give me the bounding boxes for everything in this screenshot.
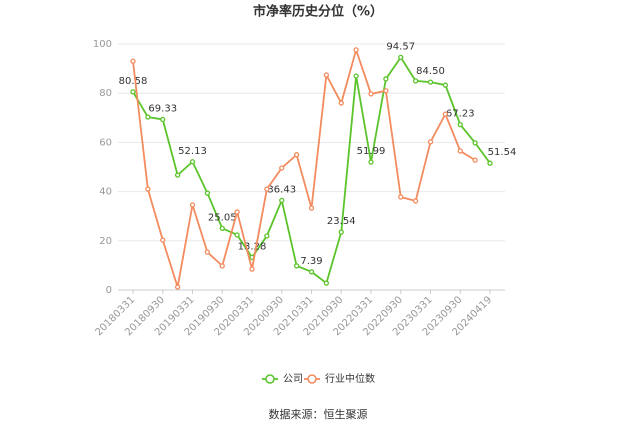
- data-label: 25.05: [208, 212, 237, 223]
- chart-title: 市净率历史分位（%）: [253, 4, 383, 20]
- point: [204, 190, 211, 196]
- legend-label: 行业中位数: [325, 372, 375, 385]
- point: [204, 249, 211, 255]
- point: [130, 89, 136, 95]
- point: [189, 202, 196, 208]
- series-line: [132, 46, 476, 288]
- point: [279, 197, 285, 204]
- data-label: 67.23: [446, 109, 475, 120]
- point: [189, 159, 196, 165]
- point: [442, 82, 449, 88]
- data-label: 94.57: [386, 41, 415, 52]
- point: [160, 116, 166, 123]
- data-label: 36.43: [267, 184, 296, 195]
- point: [293, 263, 300, 269]
- point: [427, 139, 434, 145]
- point: [353, 47, 359, 53]
- point: [249, 266, 255, 272]
- point: [442, 111, 449, 117]
- data-label: 13.28: [238, 241, 267, 252]
- point: [368, 159, 374, 165]
- point: [293, 152, 300, 158]
- point: [457, 148, 463, 154]
- data-label: 84.50: [416, 66, 445, 77]
- legend-marker: [307, 374, 317, 384]
- point: [219, 225, 225, 232]
- point: [234, 209, 240, 215]
- point: [338, 229, 344, 235]
- point: [323, 72, 330, 78]
- data-label: 23.54: [327, 216, 356, 227]
- point: [160, 237, 166, 243]
- source: 数据来源：恒生聚源: [269, 407, 368, 421]
- y-tick-label: 80: [99, 88, 112, 99]
- data-label: 51.54: [488, 147, 517, 158]
- y-tick-label: 100: [93, 39, 112, 50]
- y-tick-label: 60: [99, 137, 112, 148]
- point: [130, 58, 136, 64]
- point: [472, 140, 478, 146]
- point: [308, 269, 315, 275]
- point: [398, 194, 404, 200]
- point: [353, 73, 359, 79]
- point: [279, 165, 285, 171]
- point: [383, 76, 389, 82]
- point: [145, 186, 151, 192]
- point: [412, 78, 419, 84]
- point: [234, 232, 240, 238]
- point: [487, 160, 493, 166]
- legend-marker: [265, 374, 275, 384]
- point: [338, 100, 344, 106]
- y-tick-label: 20: [99, 236, 112, 247]
- series-line: [132, 55, 491, 285]
- point: [368, 91, 374, 97]
- point: [398, 54, 404, 61]
- point: [412, 198, 419, 204]
- point: [427, 79, 434, 85]
- point: [308, 205, 315, 211]
- point: [323, 280, 330, 286]
- data-label: 80.58: [119, 76, 148, 87]
- legend-label: 公司: [283, 374, 303, 385]
- point: [174, 172, 181, 178]
- data-label: 52.13: [178, 146, 207, 157]
- data-label: 51.99: [357, 146, 386, 157]
- point: [219, 263, 225, 269]
- point: [472, 157, 478, 163]
- y-tick-label: 0: [106, 285, 112, 296]
- point: [383, 88, 389, 94]
- y-tick-label: 40: [99, 187, 112, 198]
- data-label: 7.39: [300, 256, 322, 267]
- point: [264, 233, 270, 239]
- point: [174, 284, 181, 290]
- point: [145, 114, 151, 120]
- point: [457, 121, 463, 128]
- data-label: 69.33: [148, 103, 177, 114]
- point: [264, 186, 270, 192]
